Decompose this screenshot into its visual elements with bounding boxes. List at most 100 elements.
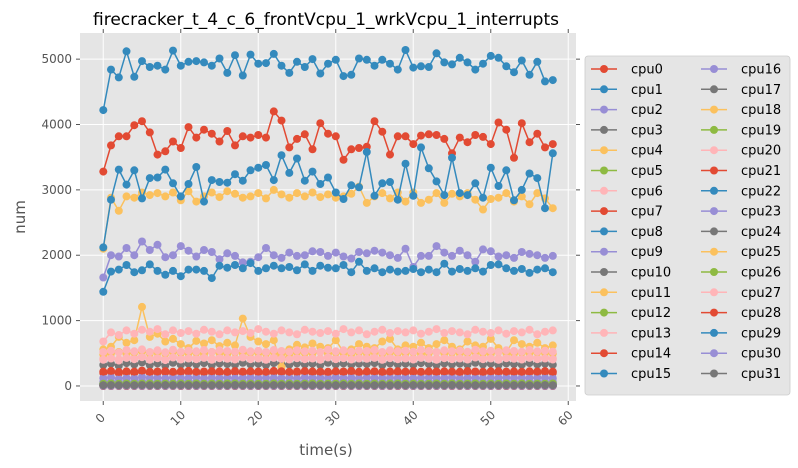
data-point xyxy=(324,263,332,272)
data-point xyxy=(130,121,139,130)
data-point xyxy=(510,347,518,355)
data-point xyxy=(401,132,410,141)
legend-label: cpu12 xyxy=(631,306,671,321)
legend-label: cpu0 xyxy=(631,63,663,78)
data-point xyxy=(324,327,332,336)
data-point xyxy=(510,381,518,390)
data-point xyxy=(370,346,379,354)
data-point xyxy=(207,248,216,256)
legend-marker xyxy=(710,308,718,317)
x-axis-label: time(s) xyxy=(299,441,352,459)
data-point xyxy=(548,140,557,149)
data-point xyxy=(99,273,108,282)
data-point xyxy=(231,355,239,364)
data-point xyxy=(548,204,557,213)
data-point xyxy=(153,189,162,198)
data-point xyxy=(285,248,294,257)
data-point xyxy=(231,141,239,150)
data-point xyxy=(510,327,518,336)
data-point xyxy=(238,258,247,267)
data-point xyxy=(192,381,201,390)
data-point xyxy=(285,68,294,77)
chart-title: firecracker_t_4_c_6_frontVcpu_1_wrkVcpu_… xyxy=(93,10,559,30)
data-point xyxy=(215,367,224,376)
legend-item-cpu24: cpu24 xyxy=(701,225,781,240)
data-point xyxy=(130,193,139,202)
data-point xyxy=(486,346,495,355)
data-point xyxy=(308,354,317,363)
data-point xyxy=(254,346,263,355)
data-point xyxy=(479,367,487,376)
data-point xyxy=(200,125,208,134)
data-point xyxy=(479,355,487,364)
data-point xyxy=(417,329,425,338)
y-tick-label: 3000 xyxy=(41,183,72,197)
data-point xyxy=(339,252,348,261)
data-point xyxy=(355,248,363,256)
data-point xyxy=(254,131,263,139)
data-point xyxy=(525,353,534,362)
data-point xyxy=(200,339,208,348)
data-point xyxy=(517,381,526,390)
data-point xyxy=(145,367,154,376)
data-point xyxy=(401,266,410,275)
data-point xyxy=(347,254,356,263)
data-point xyxy=(324,173,332,182)
data-point xyxy=(517,119,526,128)
data-point xyxy=(424,251,433,260)
data-point xyxy=(246,166,255,175)
data-point xyxy=(254,325,263,334)
data-point xyxy=(300,251,309,260)
data-point xyxy=(316,381,325,390)
legend-item-cpu28: cpu28 xyxy=(701,306,781,321)
legend-item-cpu14: cpu14 xyxy=(591,347,671,362)
data-point xyxy=(533,355,542,364)
data-point xyxy=(417,131,425,140)
data-point xyxy=(386,265,394,274)
legend-label: cpu31 xyxy=(741,367,781,382)
legend-item-cpu10: cpu10 xyxy=(591,266,671,281)
data-point xyxy=(293,154,301,163)
data-point xyxy=(510,68,518,77)
data-point xyxy=(153,346,162,355)
data-point xyxy=(145,174,154,183)
data-point xyxy=(393,327,402,336)
data-point xyxy=(207,381,216,390)
data-point xyxy=(393,355,402,364)
data-point xyxy=(424,130,433,139)
data-point xyxy=(331,329,340,338)
data-point xyxy=(122,132,131,141)
data-point xyxy=(254,253,263,262)
data-point xyxy=(517,185,526,194)
data-point xyxy=(471,353,480,362)
data-point xyxy=(184,366,193,375)
data-point xyxy=(300,192,309,201)
data-point xyxy=(347,328,356,337)
data-point xyxy=(122,180,131,189)
data-point xyxy=(122,261,131,269)
data-point xyxy=(339,325,348,334)
legend-marker xyxy=(600,166,608,175)
data-point xyxy=(424,354,433,363)
data-point xyxy=(510,354,518,363)
data-point xyxy=(231,261,239,269)
data-point xyxy=(215,261,224,270)
data-point xyxy=(417,353,425,362)
data-point xyxy=(417,198,425,207)
legend-item-cpu18: cpu18 xyxy=(701,103,781,118)
data-point xyxy=(432,242,441,251)
data-point xyxy=(145,246,154,254)
data-point xyxy=(401,159,410,168)
data-point xyxy=(517,347,526,356)
legend-label: cpu14 xyxy=(631,347,671,362)
data-point xyxy=(130,166,139,175)
legend-item-cpu30: cpu30 xyxy=(701,347,781,362)
data-point xyxy=(393,267,402,276)
data-point xyxy=(448,381,456,390)
data-point xyxy=(130,251,139,260)
y-axis-label: num xyxy=(11,200,29,234)
legend-marker xyxy=(710,369,718,378)
data-point xyxy=(114,265,123,274)
data-point xyxy=(463,337,472,346)
data-point xyxy=(494,260,503,269)
